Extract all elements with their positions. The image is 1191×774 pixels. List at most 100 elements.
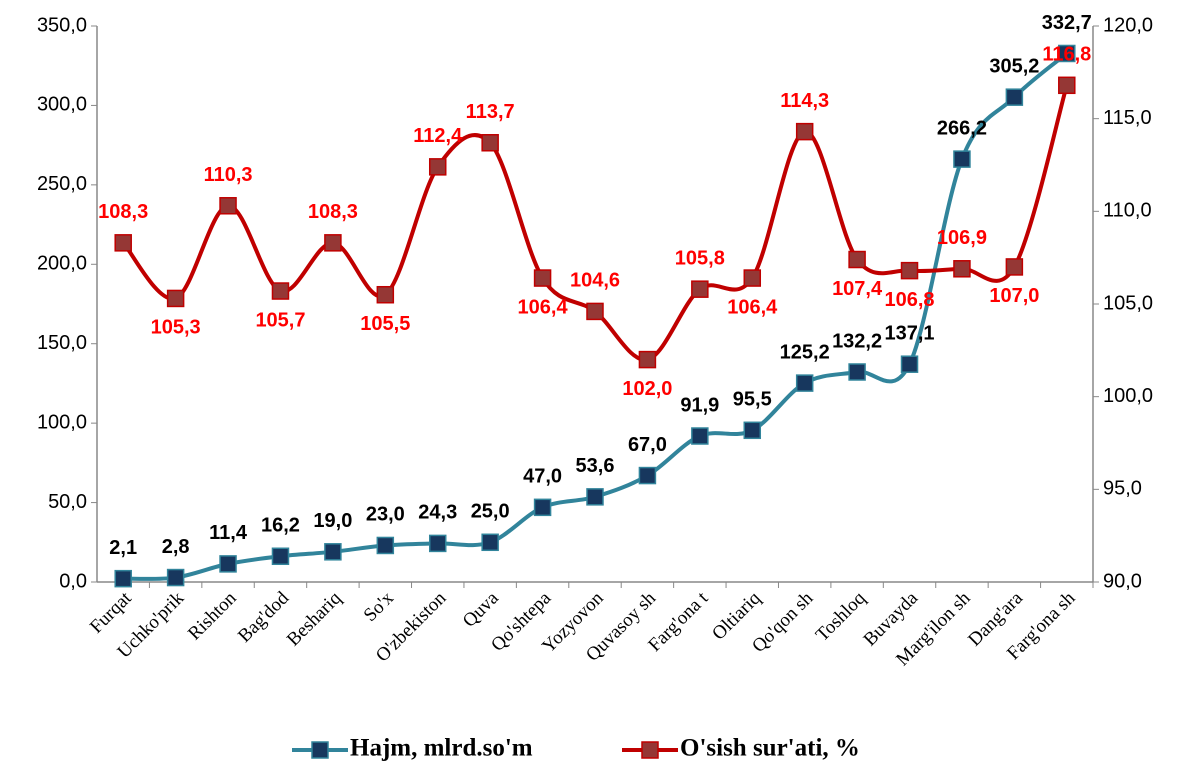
- marker: [481, 533, 499, 552]
- data-label: 125,2: [780, 341, 830, 363]
- y-tick-label: 50,0: [48, 491, 87, 513]
- data-label: 132,2: [832, 330, 882, 352]
- marker: [166, 289, 185, 308]
- data-label: 112,4: [413, 125, 463, 147]
- data-label: 106,4: [518, 296, 569, 318]
- data-label: 105,5: [360, 313, 410, 335]
- y2-tick-label: 90,0: [1103, 570, 1142, 592]
- y2-tick-label: 95,0: [1103, 478, 1142, 500]
- data-label: 113,7: [466, 101, 515, 123]
- y-tick-label: 150,0: [37, 332, 87, 354]
- y2-tick-label: 100,0: [1103, 385, 1153, 407]
- data-label: 91,9: [680, 394, 719, 416]
- marker: [428, 534, 447, 553]
- data-label: 116,8: [1042, 44, 1091, 66]
- y2-tick-label: 120,0: [1103, 14, 1153, 36]
- legend-marker: [641, 741, 659, 759]
- marker: [376, 536, 395, 555]
- y-tick-label: 300,0: [37, 94, 87, 116]
- marker: [953, 150, 971, 168]
- data-label: 104,6: [570, 270, 620, 292]
- marker: [953, 260, 971, 278]
- data-label: 137,1: [884, 322, 934, 344]
- marker: [795, 374, 814, 392]
- data-label: 102,0: [622, 378, 672, 400]
- y2-tick-label: 110,0: [1103, 200, 1152, 222]
- data-label: 105,7: [255, 309, 305, 331]
- marker: [114, 234, 132, 252]
- data-label: 16,2: [261, 515, 300, 537]
- data-label: 2,1: [109, 537, 137, 559]
- data-label: 110,3: [204, 164, 253, 186]
- data-label: 106,8: [884, 289, 934, 311]
- marker: [691, 427, 709, 445]
- x-tick-label: Quva: [459, 587, 503, 631]
- marker: [271, 547, 290, 566]
- marker: [533, 269, 552, 287]
- legend-marker: [311, 741, 329, 759]
- data-label: 305,2: [989, 55, 1039, 77]
- data-label: 19,0: [313, 510, 352, 532]
- marker: [533, 498, 552, 517]
- data-label: 23,0: [366, 504, 405, 526]
- y2-tick-label: 115,0: [1103, 107, 1152, 129]
- x-tick-label: Furqat: [86, 587, 136, 637]
- legend-label: O'sish sur'ati, %: [680, 735, 860, 762]
- data-label: 47,0: [523, 466, 562, 488]
- marker: [219, 555, 237, 573]
- y-tick-label: 250,0: [37, 173, 87, 195]
- data-label: 107,0: [989, 285, 1039, 307]
- x-tick-label: Rishton: [184, 587, 241, 644]
- marker: [900, 355, 919, 373]
- data-label: 53,6: [576, 455, 615, 477]
- data-label: 106,4: [727, 296, 778, 318]
- data-label: 11,4: [209, 522, 248, 544]
- marker: [638, 350, 657, 369]
- marker: [743, 421, 762, 440]
- marker: [481, 134, 499, 152]
- marker: [1058, 76, 1076, 95]
- marker: [848, 363, 866, 381]
- marker: [900, 261, 919, 280]
- data-label: 95,5: [733, 389, 772, 411]
- series-line: [123, 51, 1069, 581]
- x-tick-label: Beshariq: [283, 587, 346, 650]
- data-label: 107,4: [832, 278, 883, 300]
- marker: [376, 285, 395, 304]
- marker: [691, 280, 709, 298]
- data-label: 24,3: [418, 502, 457, 524]
- y-tick-label: 0,0: [59, 570, 87, 592]
- marker: [324, 234, 342, 252]
- marker: [848, 250, 866, 269]
- data-label: 114,3: [780, 90, 829, 112]
- data-label: 108,3: [98, 201, 148, 223]
- data-label: 105,8: [675, 247, 725, 269]
- data-label: 2,8: [162, 536, 190, 558]
- marker: [114, 569, 132, 588]
- data-label: 106,9: [937, 227, 987, 249]
- y-tick-label: 100,0: [37, 411, 87, 433]
- y2-tick-label: 105,0: [1103, 292, 1153, 314]
- marker: [638, 466, 657, 485]
- y-tick-label: 350,0: [37, 14, 87, 36]
- y-tick-label: 200,0: [37, 253, 87, 275]
- data-label: 67,0: [628, 434, 667, 456]
- x-tick-label: So'x: [360, 587, 399, 626]
- legend-label: Hajm, mlrd.so'm: [350, 735, 533, 762]
- data-label: 25,0: [471, 501, 510, 523]
- marker: [1058, 44, 1076, 63]
- marker: [271, 282, 290, 300]
- data-label: 105,3: [151, 317, 201, 339]
- marker: [795, 122, 814, 141]
- marker: [586, 302, 604, 321]
- marker: [324, 543, 342, 561]
- marker: [743, 269, 762, 287]
- marker: [219, 197, 237, 215]
- marker: [1005, 88, 1024, 106]
- data-label: 266,2: [937, 117, 987, 139]
- marker: [428, 158, 447, 176]
- data-label: 108,3: [308, 201, 358, 223]
- marker: [166, 568, 185, 587]
- marker: [586, 488, 604, 506]
